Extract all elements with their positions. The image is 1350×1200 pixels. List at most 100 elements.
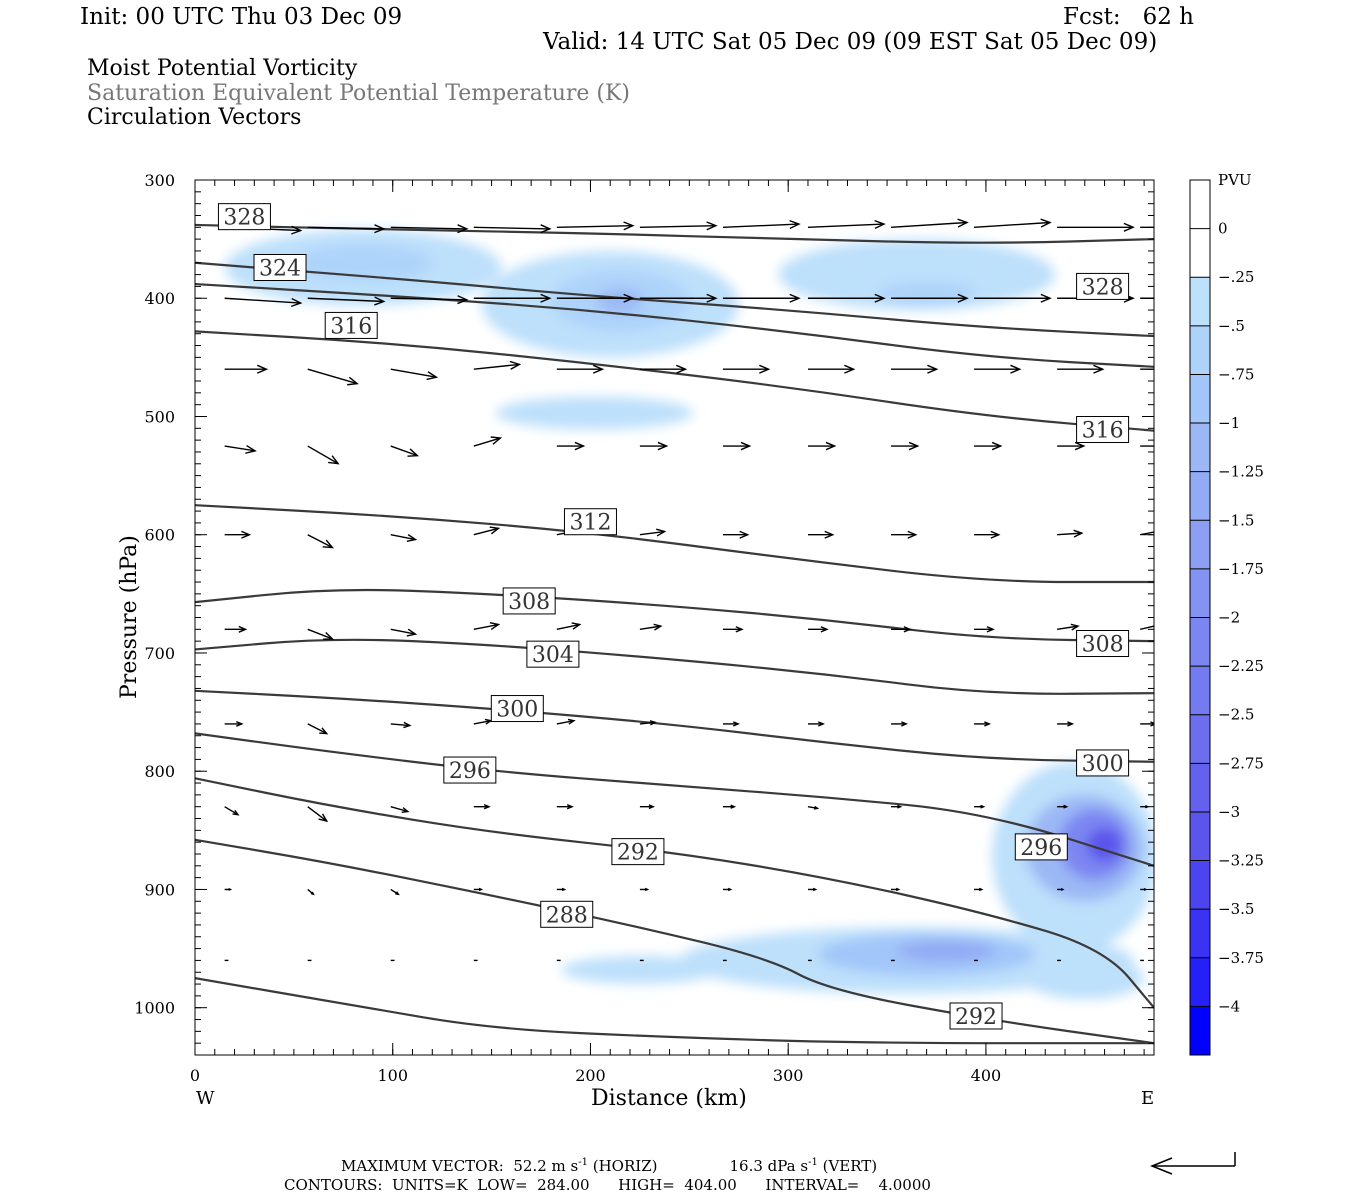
vector-head (374, 224, 386, 234)
contour-label-text: 296 (1020, 836, 1062, 861)
colorbar-label: −3.75 (1218, 949, 1264, 967)
colorbar-label: 0 (1218, 220, 1228, 238)
vector-3-5 (639, 441, 669, 451)
vector-head (986, 626, 995, 633)
contour-label-box (443, 756, 497, 784)
vector-head (789, 219, 801, 230)
vector-head (561, 887, 567, 892)
colorbar-label: −1.5 (1218, 511, 1254, 529)
vector-3-4 (556, 441, 586, 451)
contour-label-box (1076, 630, 1130, 658)
vector-head (957, 293, 969, 303)
title-vectors: Circulation Vectors (87, 105, 302, 130)
vector-3-9 (974, 441, 1003, 451)
vector-1-7 (807, 293, 886, 303)
vector-head (1093, 364, 1105, 374)
theta-contour-296-8 (195, 732, 1154, 867)
vector-head (984, 721, 992, 727)
vector-4-6 (722, 530, 750, 539)
vector-head (812, 887, 818, 892)
contour-label-box (502, 587, 556, 615)
vector-5-1 (307, 628, 335, 640)
colorbar-swatch-6 (1190, 520, 1210, 569)
vector-shaft (473, 527, 499, 536)
vector-0-8 (890, 218, 969, 228)
vector-head (322, 539, 335, 549)
vector-head (232, 809, 240, 816)
vector-4-11 (1140, 528, 1165, 536)
vector-head (1177, 365, 1186, 373)
vector-8-1 (307, 888, 315, 896)
vector-head (814, 805, 820, 810)
colorbar-label: −.75 (1218, 365, 1254, 383)
colorbar-swatch-14 (1190, 909, 1210, 958)
reference-vector (1149, 1152, 1236, 1175)
contour-label-box (1076, 749, 1130, 777)
vector-6-5 (639, 720, 657, 726)
vert-suffix: (VERT) (817, 1157, 878, 1175)
vector-head (241, 530, 252, 539)
colorbar-label: −.5 (1218, 317, 1245, 335)
vector-7-3 (473, 803, 491, 810)
vector-head (653, 623, 663, 631)
colorbar-label: −3 (1218, 803, 1240, 821)
y-tick-label: 500 (144, 407, 175, 426)
contour-label-6: 308 (502, 587, 556, 615)
contour-label-box (324, 311, 378, 339)
vector-head (489, 526, 501, 535)
vector-head (901, 721, 909, 727)
vector-6-3 (473, 718, 493, 725)
vector-shaft (307, 297, 384, 303)
vector-2-8 (891, 364, 939, 374)
contour-label-4: 316 (1076, 415, 1130, 443)
vector-head (1070, 623, 1080, 631)
axes: 300 400 500 600 700 800 900 1000 0 100 200 300 400 (134, 171, 1154, 1085)
colorbar-label: −2.75 (1218, 754, 1264, 772)
vector-head (1156, 528, 1165, 535)
vector-7-4 (556, 803, 574, 810)
vector-1-0 (224, 297, 303, 308)
x-tick-label: 200 (575, 1066, 606, 1085)
vector-head (732, 721, 740, 727)
vector-shaft (473, 226, 550, 230)
colorbar-swatch-7 (1190, 568, 1210, 618)
vector-3-7 (807, 441, 837, 451)
vector-shaft (1057, 532, 1082, 536)
vector-4-8 (891, 530, 918, 539)
vector-5-5 (639, 623, 663, 631)
vector-head (874, 293, 886, 303)
vector-shaft (224, 297, 301, 304)
colorbar-label: −1 (1218, 414, 1240, 432)
vector-shaft (722, 223, 799, 228)
vector-head (895, 887, 901, 892)
vector-shaft (1140, 531, 1154, 536)
colorbar-swatch-15 (1190, 957, 1210, 1007)
vector-shaft (890, 221, 968, 228)
contour-label-2: 316 (324, 311, 378, 339)
vector-7-7 (807, 805, 820, 810)
vector-head (245, 444, 257, 454)
colorbar-label: −1.75 (1218, 560, 1264, 578)
vector-7-9 (974, 804, 986, 809)
vector-head (1040, 218, 1052, 228)
contour-label-text: 312 (569, 511, 611, 536)
vector-head (903, 626, 912, 633)
vector-shaft (307, 534, 333, 549)
theta-contour-308-5 (195, 588, 1154, 643)
contour-label-13: 296 (1014, 833, 1068, 861)
y-tick-label: 400 (144, 289, 175, 308)
vector-6-2 (390, 721, 412, 729)
vector-head (403, 721, 412, 729)
vector-head (991, 441, 1003, 451)
vector-head (1153, 622, 1154, 624)
theta-contour-316-3 (195, 330, 1154, 432)
vector-0-1 (307, 224, 386, 234)
vector-shaft (1140, 625, 1154, 631)
vector-head (648, 804, 655, 810)
vector-8-2 (390, 888, 400, 896)
vector-2-3 (473, 360, 522, 370)
title-mpv: Moist Potential Vorticity (87, 56, 358, 81)
contour-label-text: 304 (532, 643, 574, 668)
vector-8-9 (974, 887, 984, 892)
vector-0-4 (556, 221, 635, 231)
